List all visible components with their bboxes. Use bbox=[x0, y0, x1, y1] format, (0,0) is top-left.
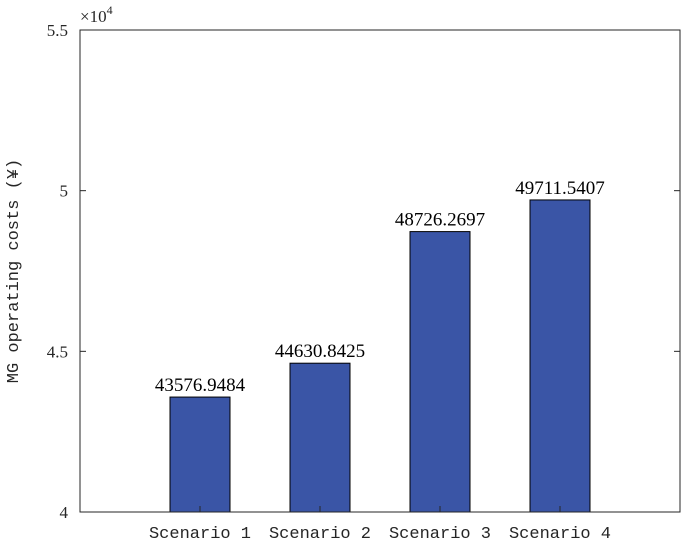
x-tick-label-1: Scenario 1 bbox=[149, 525, 251, 542]
data-label-1: 43576.9484 bbox=[155, 375, 246, 396]
y-tick-label-3: 5 bbox=[60, 182, 69, 201]
data-label-4: 49711.5407 bbox=[515, 178, 605, 199]
data-labels-group: 43576.9484 44630.8425 48726.2697 49711.5407 bbox=[155, 178, 605, 396]
y-tick-label-1: 4 bbox=[60, 503, 69, 522]
y-axis-ticks: 4 4.5 5 5.5 bbox=[47, 21, 680, 522]
bar-2 bbox=[289, 362, 351, 513]
y-axis-exponent-power: 4 bbox=[107, 3, 113, 17]
x-tick-label-4: Scenario 4 bbox=[509, 525, 611, 542]
bars-group bbox=[169, 199, 591, 513]
y-tick-label-2: 4.5 bbox=[47, 342, 68, 361]
x-tick-label-3: Scenario 3 bbox=[389, 525, 491, 542]
y-axis-exponent-label: ×104 bbox=[80, 3, 113, 26]
bar-4 bbox=[529, 199, 591, 513]
bar-3 bbox=[409, 231, 471, 513]
bar-1 bbox=[169, 396, 231, 513]
x-tick-label-2: Scenario 2 bbox=[269, 525, 371, 542]
data-label-2: 44630.8425 bbox=[275, 341, 365, 362]
data-label-3: 48726.2697 bbox=[395, 210, 485, 231]
y-axis-exponent-base: ×10 bbox=[80, 7, 107, 26]
x-axis-ticks: Scenario 1 Scenario 2 Scenario 3 Scenario 4 bbox=[149, 506, 611, 542]
y-axis-label: MG operating costs (¥) bbox=[5, 159, 24, 383]
plot-area-frame bbox=[79, 29, 681, 513]
y-tick-label-4: 5.5 bbox=[47, 21, 68, 40]
